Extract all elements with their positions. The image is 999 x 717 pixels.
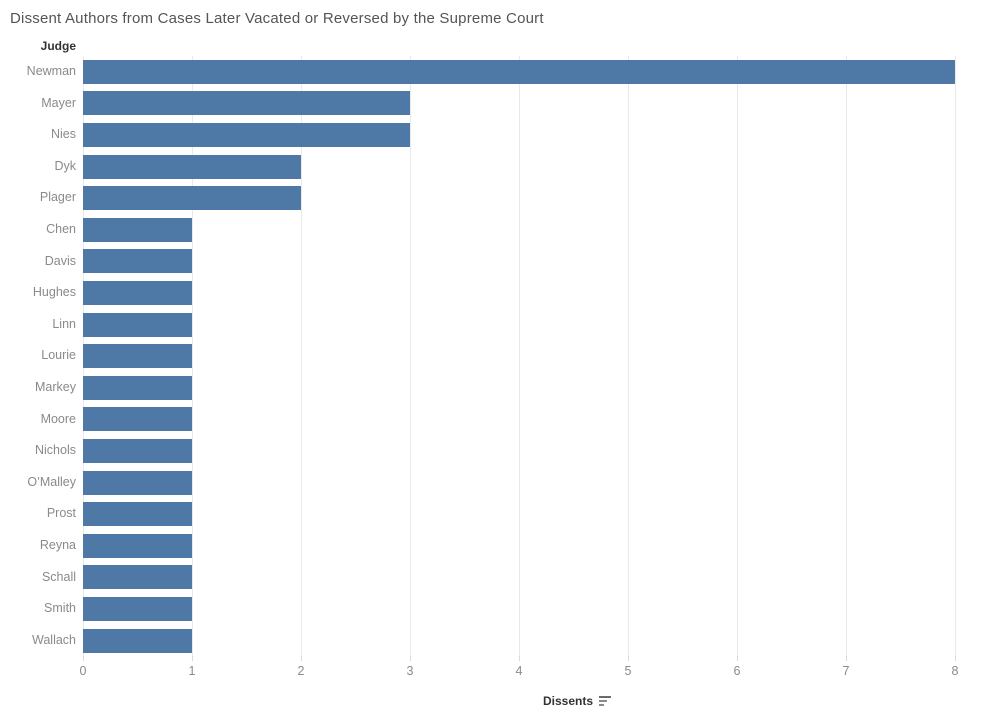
bar-dyk[interactable] [83, 154, 301, 179]
gridline-x-1 [192, 56, 193, 656]
gridline-x-7 [846, 56, 847, 656]
tick-label-3: 3 [406, 664, 414, 678]
bar-mayer[interactable] [83, 91, 410, 116]
tick-mark-6 [737, 656, 738, 661]
gridline-x-6 [737, 56, 738, 656]
tick-label-1: 1 [188, 664, 196, 678]
category-label-plager[interactable]: Plager [39, 190, 76, 205]
category-label-smith[interactable]: Smith [44, 601, 76, 616]
tick-label-7: 7 [842, 664, 850, 678]
bar-omalley[interactable] [83, 470, 192, 495]
bar-chen[interactable] [83, 217, 192, 242]
chart-title: Dissent Authors from Cases Later Vacated… [10, 10, 544, 27]
bar-prost[interactable] [83, 502, 192, 527]
tick-label-2: 2 [297, 664, 305, 678]
gridline-x-8 [955, 56, 956, 656]
bar-schall[interactable] [83, 565, 192, 590]
bar-nichols[interactable] [83, 439, 192, 463]
x-axis-title: Dissents [542, 694, 612, 708]
bar-plager[interactable] [83, 186, 301, 211]
category-label-chen[interactable]: Chen [46, 222, 76, 236]
tick-mark-1 [192, 656, 193, 661]
sort-descending-icon[interactable] [599, 696, 612, 706]
bar-markey[interactable] [83, 375, 192, 400]
category-label-linn[interactable]: Linn [52, 316, 76, 331]
bar-hughes[interactable] [83, 281, 192, 305]
category-label-nies[interactable]: Nies [50, 127, 76, 142]
tick-label-0: 0 [79, 664, 87, 678]
tick-label-4: 4 [515, 664, 523, 678]
gridline-x-4 [519, 56, 520, 656]
category-label-hughes[interactable]: Hughes [32, 285, 76, 300]
bar-smith[interactable] [83, 597, 192, 621]
category-label-lourie[interactable]: Lourie [41, 348, 76, 363]
bar-moore[interactable] [83, 407, 192, 432]
plot-area [83, 56, 999, 656]
sort-bar-long [599, 696, 612, 698]
bar-linn[interactable] [83, 312, 192, 337]
category-label-reyna[interactable]: Reyna [39, 538, 76, 552]
bar-newman[interactable] [83, 59, 955, 84]
bar-wallach[interactable] [83, 628, 192, 653]
tick-mark-3 [410, 656, 411, 661]
tick-mark-7 [846, 656, 847, 661]
gridline-x-2 [301, 56, 302, 656]
category-label-mayer[interactable]: Mayer [41, 95, 76, 110]
category-label-newman[interactable]: Newman [26, 64, 76, 78]
category-label-wallach[interactable]: Wallach [32, 632, 76, 647]
category-label-prost[interactable]: Prost [46, 506, 76, 521]
category-label-dyk[interactable]: Dyk [54, 158, 76, 173]
bar-lourie[interactable] [83, 344, 192, 369]
category-label-davis[interactable]: Davis [44, 253, 76, 268]
category-label-schall[interactable]: Schall [41, 569, 76, 584]
tick-label-8: 8 [951, 664, 959, 678]
tick-mark-4 [519, 656, 520, 661]
row-header-judge: Judge [40, 39, 76, 53]
category-label-markey[interactable]: Markey [35, 380, 76, 394]
tick-mark-8 [955, 656, 956, 661]
x-axis-title-text: Dissents [542, 694, 594, 708]
bar-davis[interactable] [83, 249, 192, 274]
category-label-omalley[interactable]: O’Malley [27, 474, 76, 489]
bar-nies[interactable] [83, 123, 410, 147]
tick-mark-2 [301, 656, 302, 661]
sort-bar-medium [599, 700, 608, 702]
category-label-moore[interactable]: Moore [40, 411, 76, 426]
tick-mark-0 [83, 656, 84, 661]
tick-label-6: 6 [733, 664, 741, 678]
tick-label-5: 5 [624, 664, 632, 678]
sort-bar-short [599, 704, 605, 706]
gridline-x-5 [628, 56, 629, 656]
gridline-x-3 [410, 56, 411, 656]
bar-reyna[interactable] [83, 533, 192, 558]
tick-mark-5 [628, 656, 629, 661]
category-label-nichols[interactable]: Nichols [35, 443, 76, 458]
